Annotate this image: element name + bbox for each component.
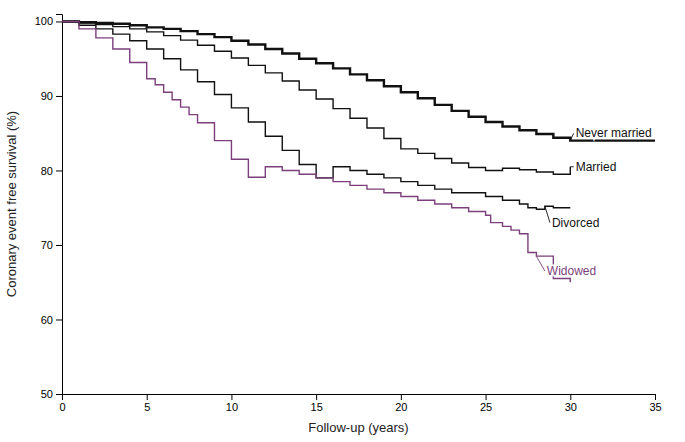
tick-label: 90 — [41, 90, 53, 102]
tick-label: 50 — [41, 388, 53, 400]
annotation-connector — [545, 206, 550, 222]
tick-label: 30 — [565, 401, 577, 413]
annotation-connector — [570, 166, 573, 167]
tick-mark — [56, 394, 62, 395]
tick-mark — [316, 394, 317, 400]
tick-label: 35 — [649, 401, 661, 413]
annotation-label: Never married — [576, 126, 652, 140]
series-line — [62, 21, 570, 282]
x-tick: 30 — [565, 394, 577, 413]
plot-area — [62, 21, 655, 282]
tick-mark — [147, 394, 148, 400]
series-line — [62, 21, 655, 140]
x-tick: 5 — [144, 394, 150, 413]
series-line — [62, 21, 570, 174]
axis-line — [56, 15, 63, 395]
x-axis: 0 5 10 15 20 25 30 35 — [59, 394, 661, 413]
y-tick: 70 — [41, 239, 62, 251]
annotation-connector — [536, 256, 544, 271]
y-tick: 90 — [41, 90, 62, 102]
tick-mark — [486, 394, 487, 400]
tick-mark — [401, 394, 402, 400]
tick-mark — [56, 245, 62, 246]
tick-label: 60 — [41, 314, 53, 326]
x-tick: 15 — [311, 394, 323, 413]
chart-container: 0 5 10 15 20 25 30 35 50 60 70 80 90 100 Follow-up (ye… — [0, 0, 685, 442]
y-tick: 80 — [41, 164, 62, 176]
x-tick: 35 — [649, 394, 661, 413]
tick-mark — [231, 394, 232, 400]
tick-mark — [56, 96, 62, 97]
tick-label: 100 — [35, 15, 53, 27]
y-tick: 50 — [41, 388, 62, 400]
x-tick: 0 — [59, 394, 65, 413]
y-tick: 100 — [35, 15, 62, 27]
tick-label: 70 — [41, 239, 53, 251]
chart: 0 5 10 15 20 25 30 35 50 60 70 80 90 100 Follow-up (ye… — [0, 0, 685, 442]
tick-mark — [56, 170, 62, 171]
tick-label: 20 — [395, 401, 407, 413]
series-line — [62, 21, 570, 209]
x-tick: 25 — [480, 394, 492, 413]
tick-label: 15 — [311, 401, 323, 413]
annotation-label: Divorced — [552, 216, 599, 230]
annotation-label: Married — [576, 160, 617, 174]
annotations: Never married Married Divorced Widowed — [536, 126, 651, 278]
tick-label: 10 — [226, 401, 238, 413]
tick-label: 25 — [480, 401, 492, 413]
annotation-connector — [570, 133, 573, 140]
tick-label: 0 — [59, 401, 65, 413]
tick-label: 80 — [41, 164, 53, 176]
tick-mark — [56, 319, 62, 320]
tick-mark — [56, 21, 62, 22]
y-tick: 60 — [41, 314, 62, 326]
annotation-label: Widowed — [547, 264, 596, 278]
tick-mark — [655, 394, 656, 400]
y-axis: 50 60 70 80 90 100 — [35, 15, 63, 401]
x-tick: 10 — [226, 394, 238, 413]
tick-mark — [570, 394, 571, 400]
y-axis-title: Coronary event free survival (%) — [4, 111, 19, 297]
x-tick: 20 — [395, 394, 407, 413]
tick-label: 5 — [144, 401, 150, 413]
x-axis-title: Follow-up (years) — [308, 420, 408, 435]
axis-line — [63, 395, 656, 401]
